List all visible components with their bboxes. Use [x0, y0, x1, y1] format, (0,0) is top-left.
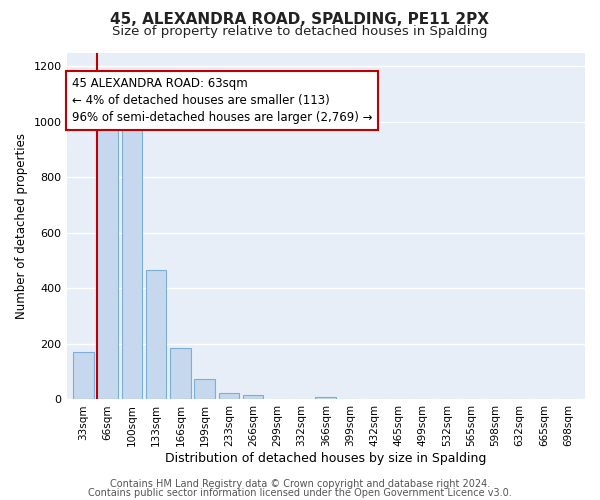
- Y-axis label: Number of detached properties: Number of detached properties: [15, 133, 28, 319]
- Bar: [218, 394, 239, 400]
- Bar: [73, 352, 94, 400]
- Text: 45 ALEXANDRA ROAD: 63sqm
← 4% of detached houses are smaller (113)
96% of semi-d: 45 ALEXANDRA ROAD: 63sqm ← 4% of detache…: [72, 77, 372, 124]
- X-axis label: Distribution of detached houses by size in Spalding: Distribution of detached houses by size …: [165, 452, 487, 465]
- Text: Size of property relative to detached houses in Spalding: Size of property relative to detached ho…: [112, 25, 488, 38]
- Text: Contains public sector information licensed under the Open Government Licence v3: Contains public sector information licen…: [88, 488, 512, 498]
- Bar: [194, 378, 215, 400]
- Bar: [170, 348, 191, 400]
- Bar: [122, 122, 142, 400]
- Bar: [146, 270, 166, 400]
- Bar: [97, 130, 118, 400]
- Bar: [316, 396, 336, 400]
- Text: 45, ALEXANDRA ROAD, SPALDING, PE11 2PX: 45, ALEXANDRA ROAD, SPALDING, PE11 2PX: [110, 12, 490, 28]
- Bar: [243, 396, 263, 400]
- Text: Contains HM Land Registry data © Crown copyright and database right 2024.: Contains HM Land Registry data © Crown c…: [110, 479, 490, 489]
